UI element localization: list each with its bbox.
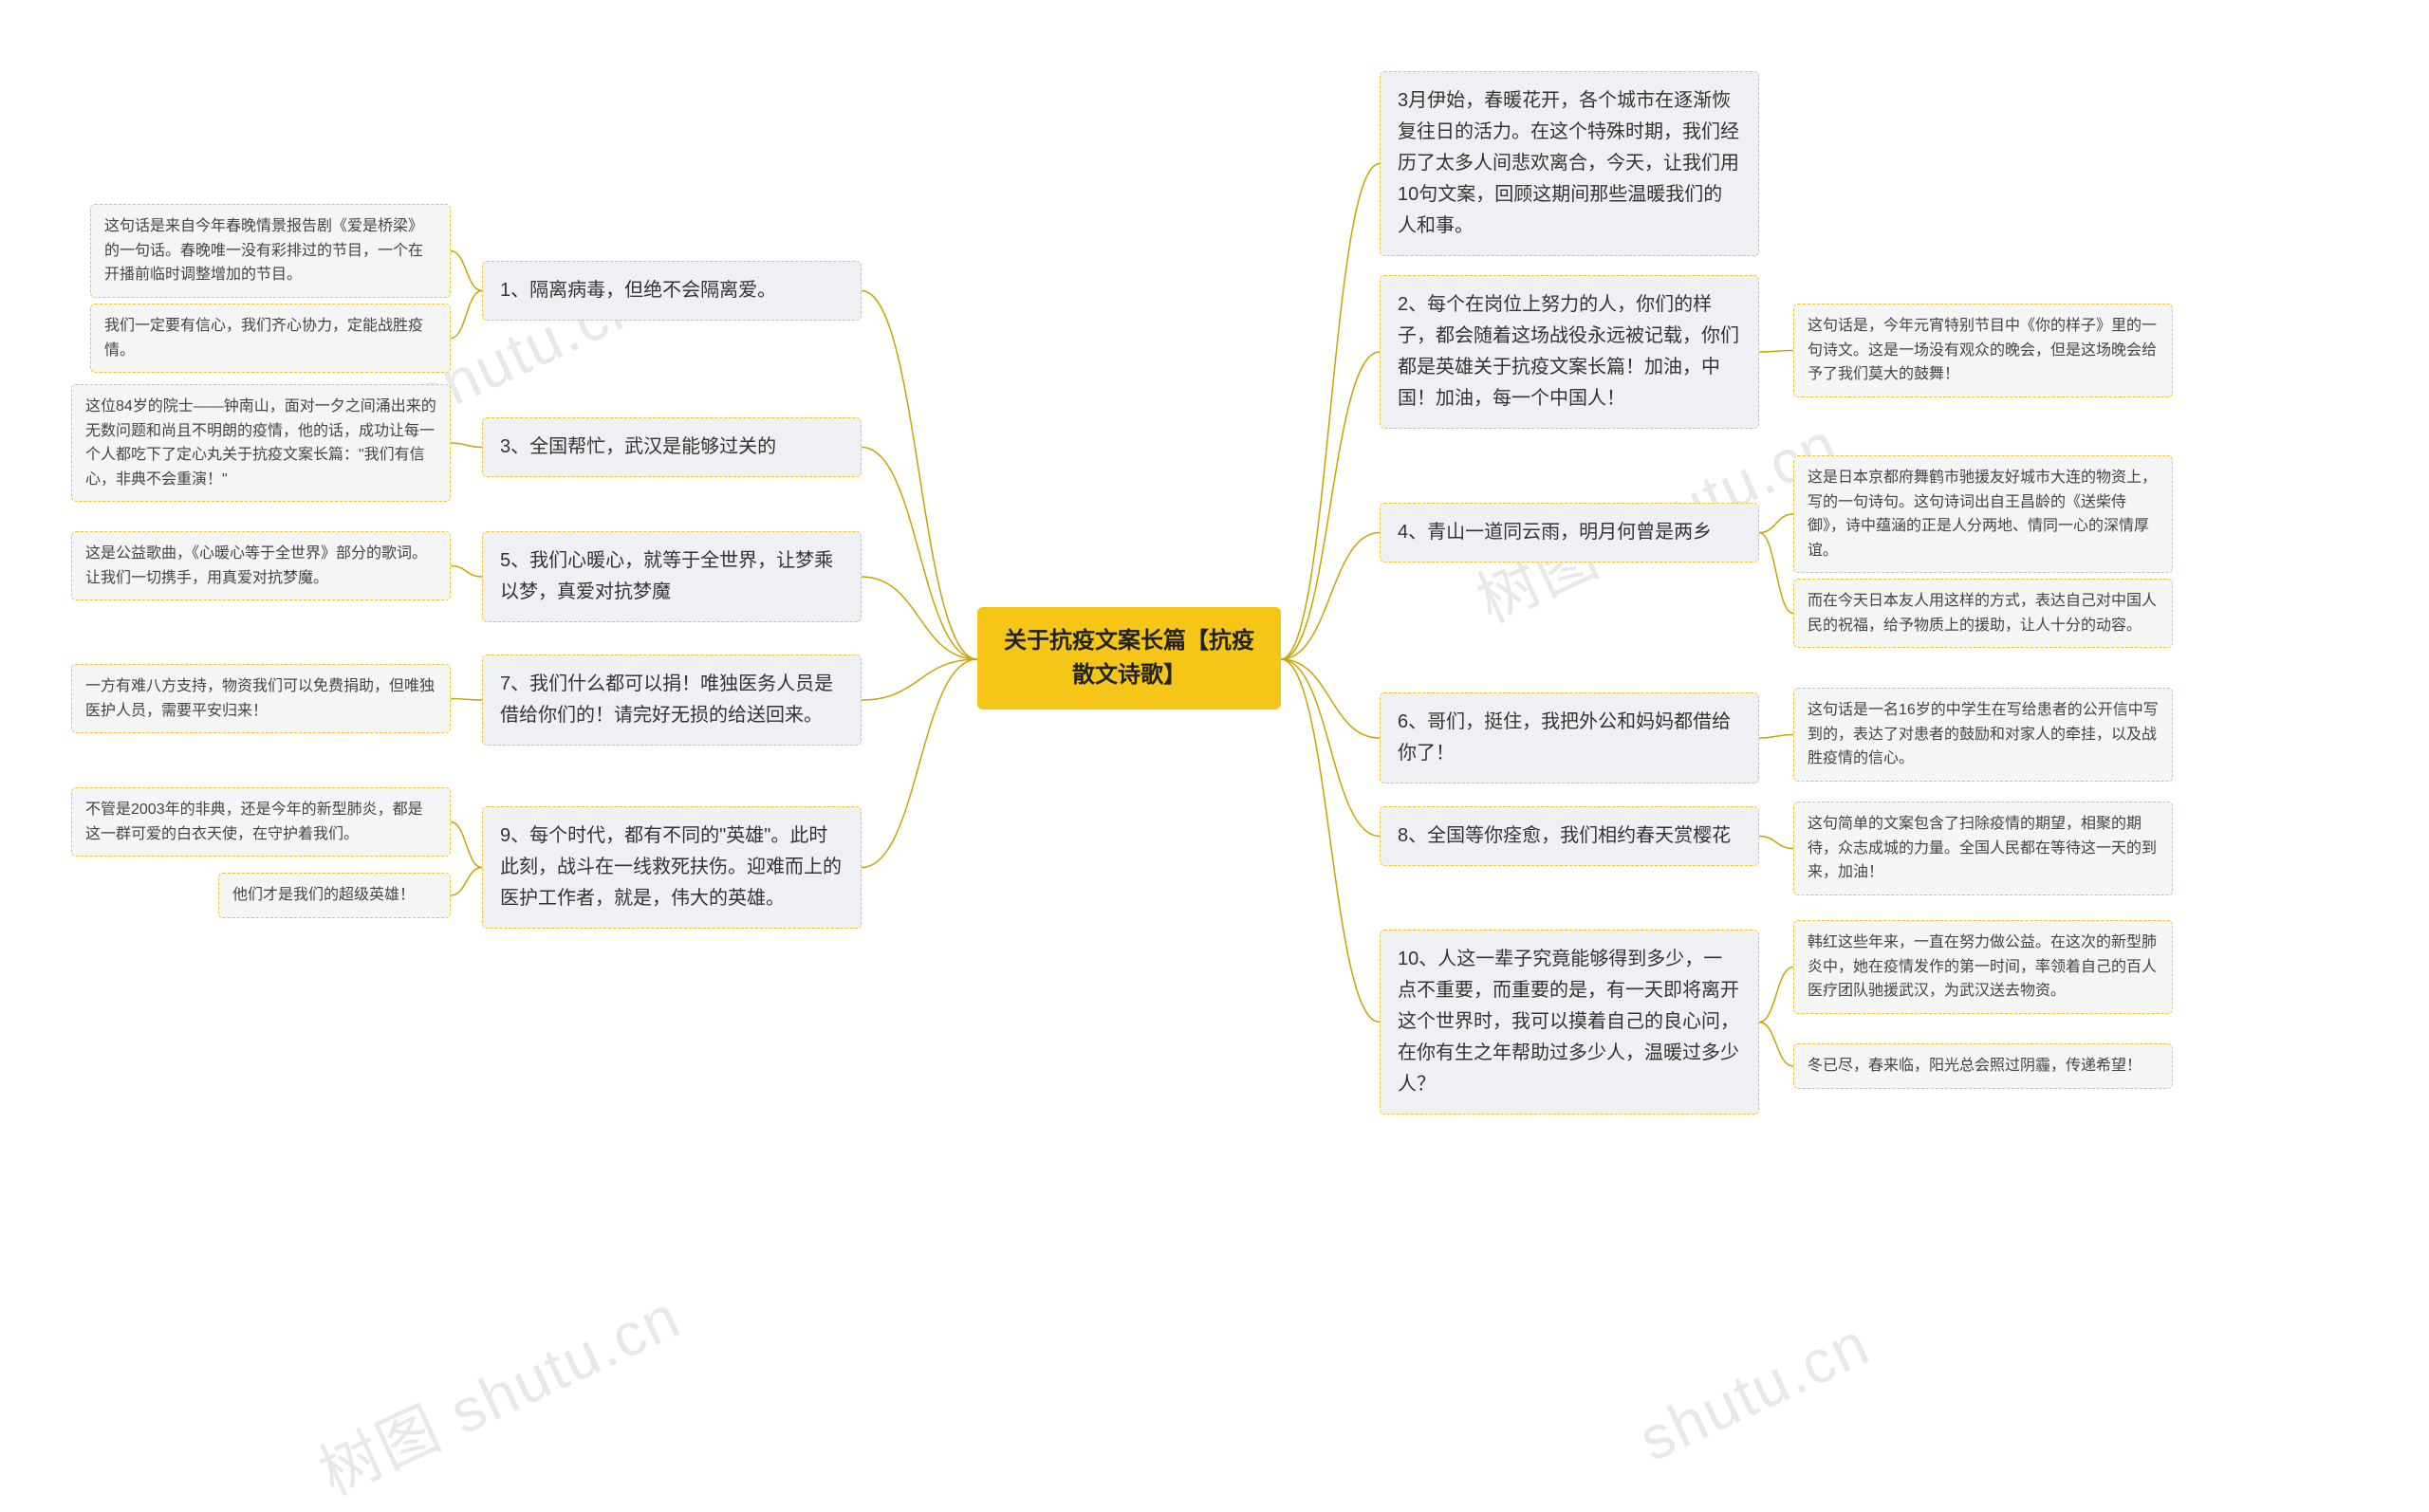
branch-node-right: 3月伊始，春暖花开，各个城市在逐渐恢复往日的活力。在这个特殊时期，我们经历了太多… — [1380, 71, 1759, 256]
branch-node-right: 6、哥们，挺住，我把外公和妈妈都借给你了！ — [1380, 692, 1759, 784]
leaf-node: 这句话是，今年元宵特别节目中《你的样子》里的一句诗文。这是一场没有观众的晚会，但… — [1793, 304, 2173, 397]
watermark: 树图 shutu.cn — [304, 1269, 693, 1512]
leaf-node: 这句话是一名16岁的中学生在写给患者的公开信中写到的，表达了对患者的鼓励和对家人… — [1793, 688, 2173, 782]
leaf-node: 一方有难八方支持，物资我们可以免费捐助，但唯独医护人员，需要平安归来！ — [71, 664, 451, 733]
leaf-node: 而在今天日本友人用这样的方式，表达自己对中国人民的祝福，给予物质上的援助，让人十… — [1793, 579, 2173, 648]
leaf-node: 韩红这些年来，一直在努力做公益。在这次的新型肺炎中，她在疫情发作的第一时间，率领… — [1793, 920, 2173, 1014]
leaf-node: 这句话是来自今年春晚情景报告剧《爱是桥梁》的一句话。春晚唯一没有彩排过的节目，一… — [90, 204, 451, 298]
leaf-node: 他们才是我们的超级英雄！ — [218, 873, 451, 918]
branch-node-left: 7、我们什么都可以捐！唯独医务人员是借给你们的！请完好无损的给送回来。 — [482, 655, 862, 746]
branch-node-right: 2、每个在岗位上努力的人，你们的样子，都会随着这场战役永远被记载，你们都是英雄关… — [1380, 275, 1759, 429]
leaf-node: 这句简单的文案包含了扫除疫情的期望，相聚的期待，众志成城的力量。全国人民都在等待… — [1793, 802, 2173, 895]
leaf-node: 这是公益歌曲，《心暖心等于全世界》部分的歌词。让我们一切携手，用真爱对抗梦魔。 — [71, 531, 451, 600]
branch-node-right: 8、全国等你痊愈，我们相约春天赏樱花 — [1380, 806, 1759, 866]
leaf-node: 这位84岁的院士——钟南山，面对一夕之间涌出来的无数问题和尚且不明朗的疫情，他的… — [71, 384, 451, 502]
leaf-node: 这是日本京都府舞鹤市驰援友好城市大连的物资上，写的一句诗句。这句诗词出自王昌龄的… — [1793, 455, 2173, 573]
branch-node-right: 10、人这一辈子究竟能够得到多少，一点不重要，而重要的是，有一天即将离开这个世界… — [1380, 930, 1759, 1115]
branch-node-left: 1、隔离病毒，但绝不会隔离爱。 — [482, 261, 862, 321]
branch-node-left: 5、我们心暖心，就等于全世界，让梦乘以梦，真爱对抗梦魔 — [482, 531, 862, 622]
leaf-node: 冬已尽，春来临，阳光总会照过阴霾，传递希望！ — [1793, 1043, 2173, 1089]
leaf-node: 我们一定要有信心，我们齐心协力，定能战胜疫情。 — [90, 304, 451, 373]
branch-node-left: 3、全国帮忙，武汉是能够过关的 — [482, 417, 862, 477]
branch-node-right: 4、青山一道同云雨，明月何曾是两乡 — [1380, 503, 1759, 562]
branch-node-left: 9、每个时代，都有不同的"英雄"。此时此刻，战斗在一线救死扶伤。迎难而上的医护工… — [482, 806, 862, 929]
center-node: 关于抗疫文案长篇【抗疫 散文诗歌】 — [977, 607, 1281, 710]
leaf-node: 不管是2003年的非典，还是今年的新型肺炎，都是这一群可爱的白衣天使，在守护着我… — [71, 787, 451, 857]
watermark: shutu.cn — [1628, 1308, 1880, 1475]
